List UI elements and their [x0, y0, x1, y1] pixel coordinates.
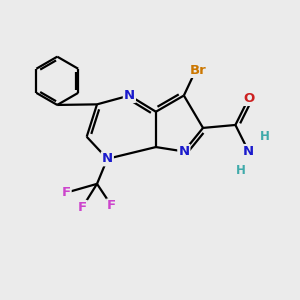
Text: N: N: [124, 89, 135, 102]
Text: F: F: [107, 200, 116, 212]
Text: H: H: [260, 130, 270, 143]
Text: N: N: [102, 152, 113, 165]
Text: O: O: [243, 92, 254, 105]
Text: F: F: [78, 201, 87, 214]
Text: H: H: [236, 164, 246, 177]
Text: Br: Br: [190, 64, 207, 77]
Text: F: F: [61, 186, 70, 199]
Text: N: N: [178, 145, 189, 158]
Text: N: N: [243, 145, 254, 158]
